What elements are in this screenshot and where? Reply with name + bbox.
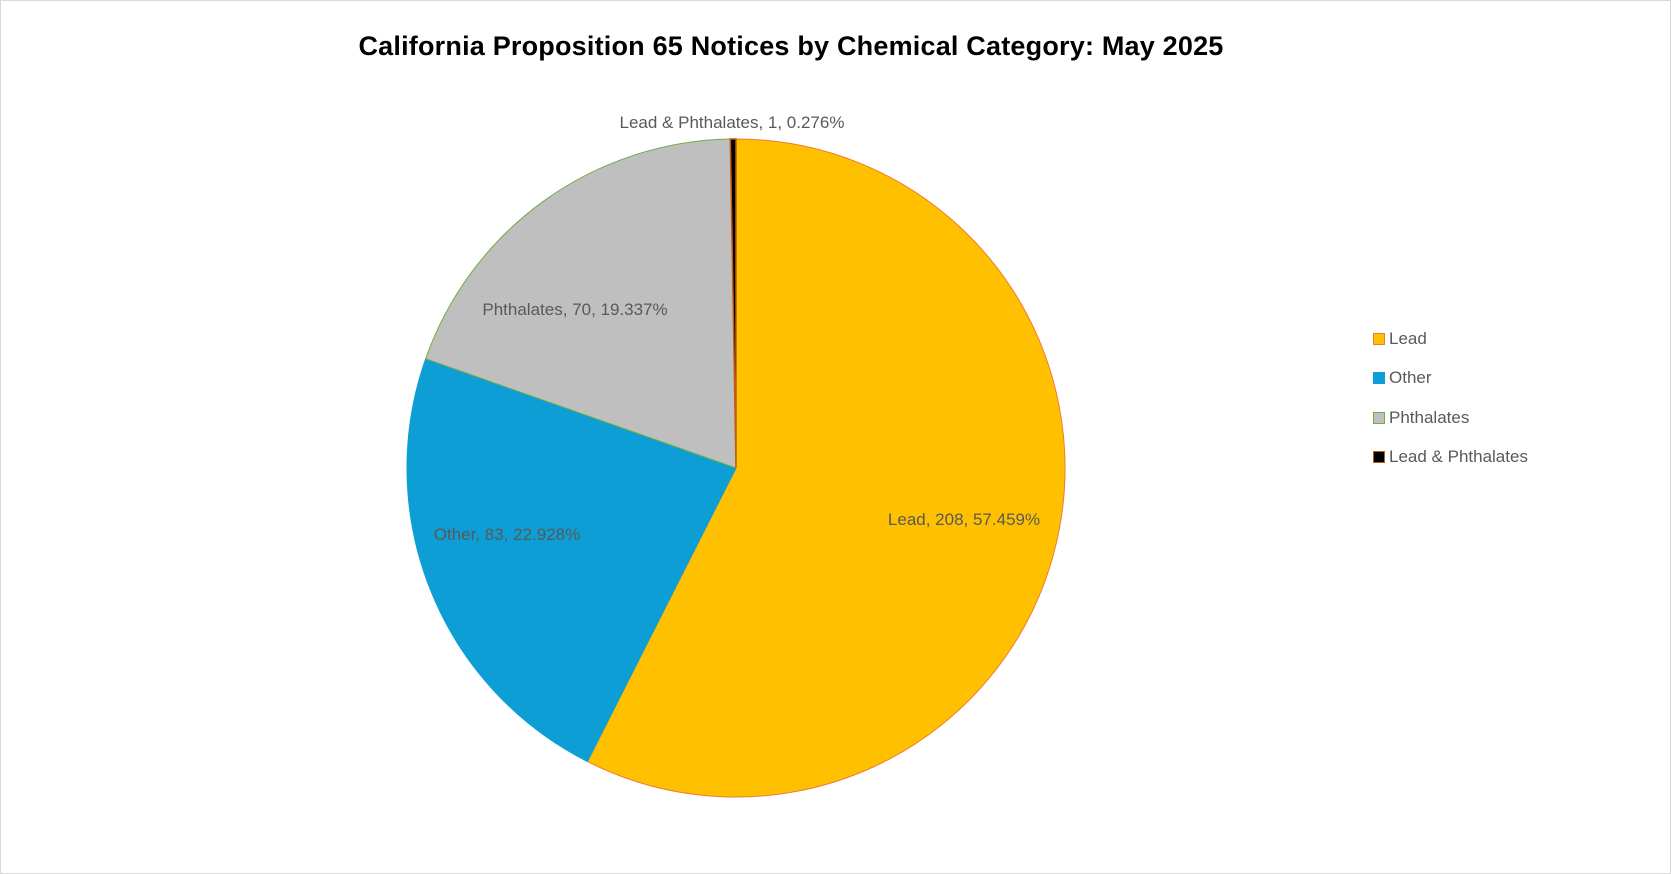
data-label: Other, 83, 22.928% (434, 525, 581, 544)
pie-slice-lead (586, 138, 1066, 798)
legend-swatch (1373, 332, 1385, 345)
pie-slice-lead-phthalates (729, 138, 737, 469)
legend-swatch (1373, 411, 1385, 424)
legend-swatch (1373, 372, 1385, 385)
data-label: Phthalates, 70, 19.337% (482, 300, 667, 319)
legend-item: Phthalates (1373, 398, 1528, 438)
legend-label: Other (1389, 368, 1432, 388)
legend-swatch (1373, 451, 1385, 464)
data-label: Lead & Phthalates, 1, 0.276% (620, 113, 845, 132)
chart-title: California Proposition 65 Notices by Che… (358, 31, 1224, 61)
legend-item: Other (1373, 359, 1528, 399)
legend-label: Lead (1389, 328, 1427, 348)
legend: Lead Other Phthalates Lead & Phthalates (1373, 319, 1528, 477)
legend-label: Lead & Phthalates (1389, 447, 1528, 467)
legend-item: Lead & Phthalates (1373, 438, 1528, 478)
pie-slice-phthalates (425, 138, 737, 469)
legend-label: Phthalates (1389, 407, 1470, 427)
legend-item: Lead (1373, 319, 1528, 359)
data-label: Lead, 208, 57.459% (888, 510, 1040, 529)
pie-slice-other (406, 358, 737, 763)
